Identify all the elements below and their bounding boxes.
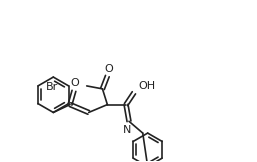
Text: Br: Br: [46, 82, 58, 92]
Text: OH: OH: [139, 81, 156, 91]
Text: O: O: [104, 64, 113, 74]
Text: O: O: [71, 78, 79, 88]
Text: N: N: [123, 125, 131, 135]
